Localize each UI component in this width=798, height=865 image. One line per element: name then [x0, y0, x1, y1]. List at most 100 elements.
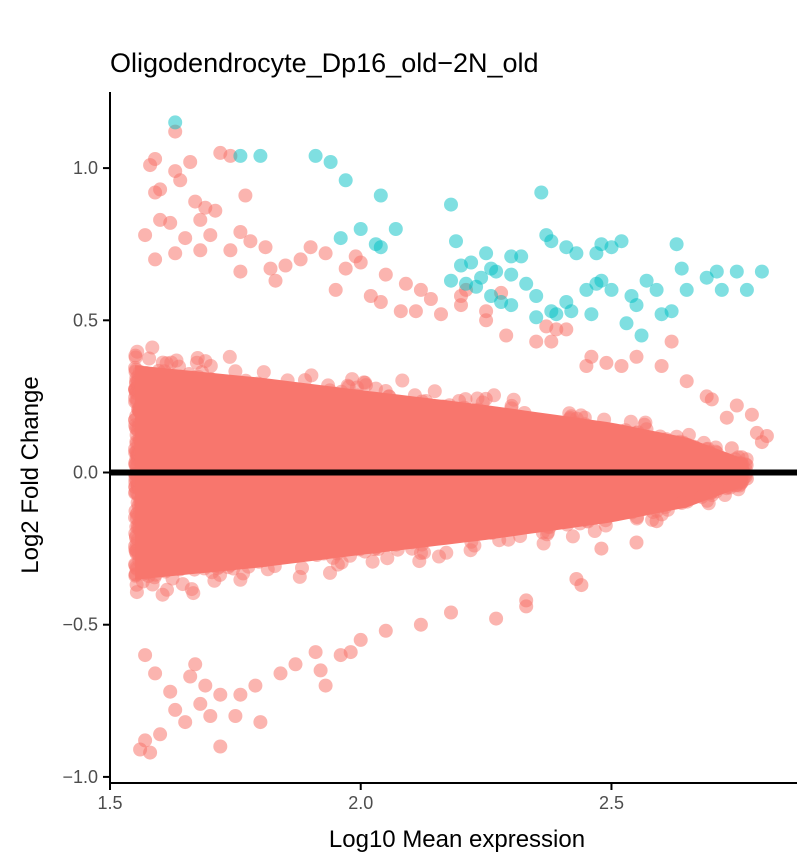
data-point — [694, 489, 709, 504]
data-point — [432, 549, 446, 564]
data-point — [444, 197, 458, 212]
series-significant — [168, 115, 769, 343]
data-point — [699, 270, 714, 285]
data-point — [664, 304, 679, 319]
data-point — [614, 359, 629, 373]
data-point — [674, 495, 689, 510]
data-point — [564, 304, 579, 319]
data-point — [363, 289, 378, 303]
data-point — [484, 261, 499, 276]
data-point — [395, 373, 410, 388]
data-point — [649, 514, 664, 529]
data-point — [749, 425, 764, 440]
data-point — [724, 441, 739, 456]
data-point — [233, 687, 248, 702]
data-point — [173, 173, 188, 188]
data-point — [373, 240, 388, 255]
data-point — [637, 417, 652, 432]
data-point — [449, 234, 463, 249]
data-point — [529, 289, 544, 303]
data-point — [168, 702, 183, 717]
x-axis-ticks: 1.5 2.0 2.5 — [97, 783, 624, 813]
series-not-significant — [133, 124, 774, 760]
data-point — [253, 715, 268, 730]
data-point — [408, 304, 423, 319]
data-point — [464, 255, 479, 270]
data-point — [143, 158, 158, 173]
data-point — [654, 359, 669, 373]
data-point — [188, 194, 203, 209]
data-point — [584, 307, 599, 322]
data-point — [534, 185, 549, 200]
data-point — [223, 148, 238, 163]
data-point — [744, 407, 759, 422]
data-point — [559, 322, 574, 337]
data-point — [168, 115, 183, 130]
data-point — [256, 365, 271, 380]
data-point — [318, 246, 333, 261]
data-point — [729, 398, 744, 413]
data-point — [569, 246, 584, 261]
data-point — [529, 310, 544, 325]
data-point — [559, 240, 574, 255]
data-point — [236, 566, 251, 581]
y-tick-label: 0.5 — [73, 310, 98, 330]
data-point — [193, 696, 208, 711]
data-point — [714, 282, 729, 297]
data-point — [142, 351, 157, 366]
y-tick-label: −0.5 — [62, 615, 98, 635]
data-point — [238, 188, 253, 203]
data-point — [444, 273, 458, 288]
data-point — [178, 231, 193, 246]
data-point — [594, 541, 609, 556]
data-point — [674, 261, 689, 276]
data-point — [565, 529, 580, 544]
y-axis-ticks: −1.0 −0.5 0.0 0.5 1.0 — [62, 158, 110, 787]
y-axis-title: Log2 Fold Change — [17, 376, 44, 573]
data-point — [544, 304, 559, 319]
data-point — [198, 678, 213, 693]
data-point — [519, 276, 534, 291]
data-point — [629, 349, 644, 364]
data-point — [504, 249, 519, 264]
data-point — [338, 261, 353, 276]
data-point — [358, 375, 373, 390]
x-tick-label: 2.5 — [599, 793, 624, 813]
data-point — [318, 678, 333, 693]
data-point — [233, 148, 248, 163]
data-point — [333, 231, 348, 246]
data-point — [629, 535, 644, 550]
data-point — [378, 623, 393, 638]
data-point — [338, 173, 353, 188]
data-point — [467, 538, 482, 553]
data-point — [729, 264, 744, 279]
y-tick-label: 0.0 — [73, 463, 98, 483]
data-point — [574, 578, 589, 593]
data-point — [649, 282, 664, 297]
data-point — [130, 344, 145, 359]
data-point — [328, 282, 343, 297]
y-tick-label: 1.0 — [73, 158, 98, 178]
data-point — [479, 246, 494, 261]
data-point — [604, 282, 619, 297]
data-point — [544, 334, 559, 349]
chart-title: Oligodendrocyte_Dp16_old−2N_old — [110, 48, 539, 78]
data-point — [699, 389, 714, 404]
data-point — [153, 212, 168, 227]
data-point — [423, 292, 438, 306]
data-point — [148, 666, 163, 681]
x-tick-label: 1.5 — [97, 793, 122, 813]
data-point — [148, 185, 163, 200]
data-point — [388, 222, 403, 236]
data-point — [679, 374, 694, 389]
data-point — [487, 388, 501, 403]
data-point — [709, 480, 724, 495]
data-point — [228, 709, 243, 723]
data-point — [413, 617, 428, 632]
data-point — [308, 645, 323, 660]
data-point — [243, 234, 258, 249]
data-point — [679, 282, 694, 297]
data-point — [504, 267, 519, 282]
data-point — [145, 340, 160, 355]
data-point — [413, 282, 428, 297]
